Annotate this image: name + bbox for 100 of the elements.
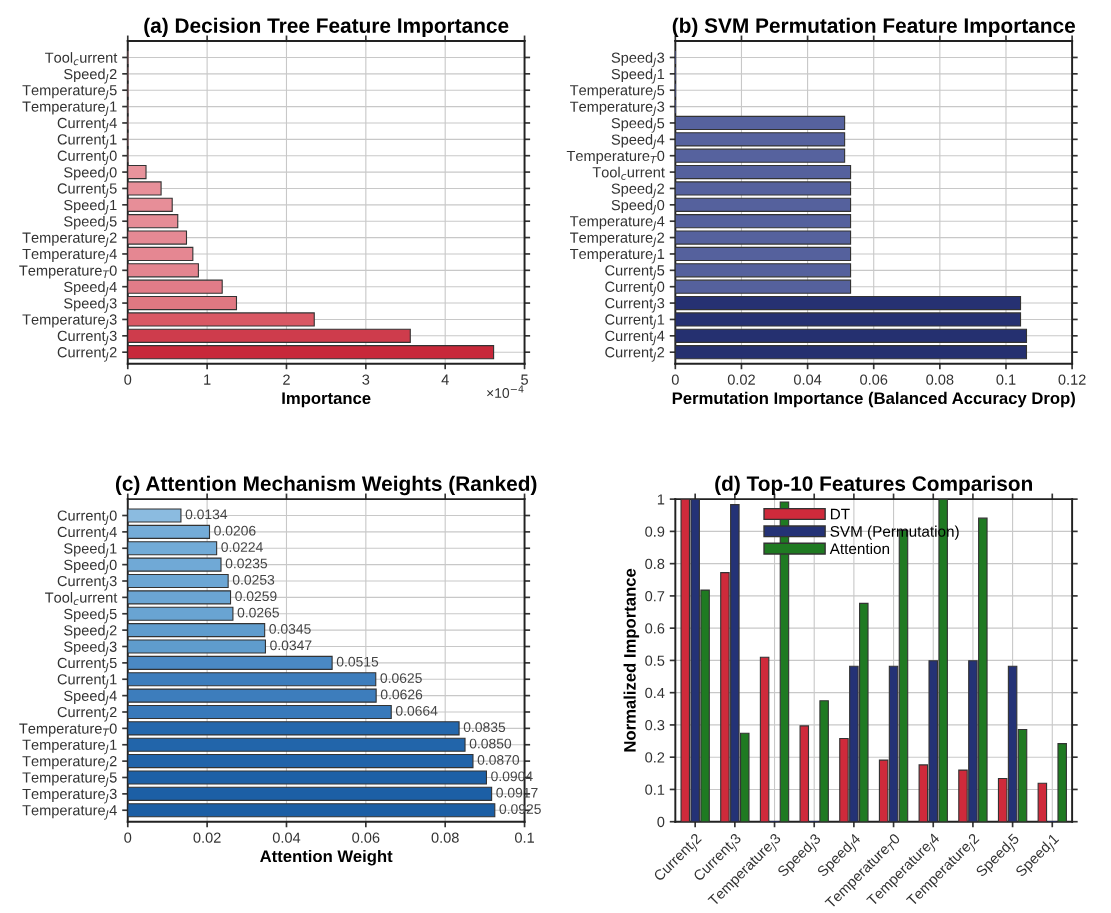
x-tick-label: 0.04 xyxy=(793,374,822,385)
y-tick-label: Speed$_{J}$0 xyxy=(64,559,117,575)
y-tick-label: 0.1 xyxy=(645,784,665,795)
legend-label: DT xyxy=(830,508,850,520)
y-tick-label: Current$_{J}$4 xyxy=(605,330,665,346)
y-tick-label: 0.9 xyxy=(645,526,665,537)
x-tick-label: 0.08 xyxy=(431,832,459,843)
x-tick-label: 0.1 xyxy=(514,832,534,843)
y-tick-label: 1 xyxy=(657,494,665,505)
y-tick-label: Temperature$_{J}$4 xyxy=(570,216,665,231)
y-tick-label: Current$_{J}$1 xyxy=(605,314,665,329)
y-tick-label: 0.7 xyxy=(645,591,665,602)
y-tick-label: Tool$_{c}$urrent xyxy=(45,592,118,606)
text: ×10$^{−4}$ xyxy=(487,385,524,398)
y-tick-label: Temperature$_{J}$1 xyxy=(22,101,117,117)
x-tick-label: 0 xyxy=(124,832,132,843)
y-tick-label: Temperature$_{J}$1 xyxy=(570,248,665,264)
y-tick-label: Speed$_{J}$4 xyxy=(611,134,665,150)
y-tick-label: Temperature$_{J}$2 xyxy=(22,756,117,771)
y-tick-label: Speed$_{J}$5 xyxy=(611,117,665,133)
x-tick-label: 0.04 xyxy=(272,832,301,843)
y-tick-label: Temperature$_{J}$5 xyxy=(22,772,117,787)
y-tick-label: Speed$_{J}$1 xyxy=(64,199,117,215)
data-label: 0.0870 xyxy=(477,755,520,765)
y-tick-label: Current$_{J}$0 xyxy=(57,510,117,526)
y-tick-label: Current$_{J}$1 xyxy=(57,134,117,149)
x-tick-label: 2 xyxy=(283,374,290,385)
x-tick-label: 0.12 xyxy=(1058,374,1086,385)
y-tick-label: 0.2 xyxy=(645,752,665,763)
y-tick-label: Temperature$_{T}$0 xyxy=(566,150,665,164)
y-tick-label: Speed$_{J}$1 xyxy=(64,542,117,558)
x-tick-label: 0.06 xyxy=(860,374,888,385)
data-label: 0.0626 xyxy=(380,689,423,700)
x-tick-label: 0.08 xyxy=(926,374,954,385)
x-tick-label: 1 xyxy=(204,374,211,385)
y-tick-label: Current$_{J}$5 xyxy=(57,657,117,673)
data-label: 0.0259 xyxy=(235,591,277,602)
y-tick-label: Speed$_{J}$3 xyxy=(64,297,117,313)
x-axis-title: Importance xyxy=(282,392,371,408)
y-tick-label: Current$_{J}$3 xyxy=(605,297,665,313)
data-label: 0.0347 xyxy=(270,640,312,651)
x-axis-title: Attention Weight xyxy=(260,849,393,866)
y-tick-label: Speed$_{J}$5 xyxy=(64,215,117,231)
x-tick-label: 0.06 xyxy=(352,832,380,843)
y-tick-label: Temperature$_{J}$3 xyxy=(22,788,117,804)
x-tick-label: 4 xyxy=(441,374,449,385)
y-tick-label: Current$_{J}$5 xyxy=(57,183,117,198)
y-tick-label: Current$_{J}$3 xyxy=(57,575,117,591)
y-tick-label: Current$_{J}$0 xyxy=(57,150,117,166)
y-tick-label: Tool$_{c}$urrent xyxy=(592,166,665,180)
y-tick-label: Current$_{J}$4 xyxy=(57,117,117,133)
y-tick-label: Temperature$_{J}$4 xyxy=(22,805,117,820)
y-tick-label: 0 xyxy=(657,816,665,828)
y-tick-label: Temperature$_{J}$3 xyxy=(570,101,665,117)
x-tick-label: 0 xyxy=(671,374,679,385)
y-axis-title: Normalized Importance xyxy=(623,568,640,752)
y-tick-label: Temperature$_{T}$0 xyxy=(19,723,117,737)
data-label: 0.0850 xyxy=(469,738,512,749)
data-label: 0.0515 xyxy=(336,656,379,667)
legend-label: Attention xyxy=(829,542,890,555)
x-tick-label: 0.02 xyxy=(727,374,755,385)
y-tick-label: Speed$_{J}$0 xyxy=(64,166,117,182)
y-tick-label: Speed$_{J}$4 xyxy=(64,281,117,297)
chart-title: (a) Decision Tree Feature Importance xyxy=(144,17,509,38)
data-label: 0.0224 xyxy=(221,542,263,552)
y-tick-label: Speed$_{J}$2 xyxy=(611,183,665,199)
data-label: 0.0265 xyxy=(237,607,279,618)
y-tick-label: 0.5 xyxy=(645,655,665,666)
y-tick-label: Temperature$_{T}$0 xyxy=(19,265,117,279)
x-tick-label: 0 xyxy=(124,374,132,385)
y-tick-label: Current$_{J}$4 xyxy=(57,526,117,542)
y-tick-label: Speed$_{J}$4 xyxy=(64,690,117,706)
x-tick-label: 3 xyxy=(362,374,370,385)
y-tick-label: Temperature$_{J}$5 xyxy=(570,85,665,100)
y-tick-label: Speed$_{J}$3 xyxy=(64,641,117,657)
data-label: 0.0625 xyxy=(380,673,422,683)
y-tick-label: Speed$_{J}$3 xyxy=(611,52,665,68)
data-label: 0.0235 xyxy=(225,558,268,569)
y-tick-label: Current$_{J}$2 xyxy=(57,347,117,362)
y-tick-label: Speed$_{J}$0 xyxy=(611,199,665,215)
y-tick-label: Current$_{J}$5 xyxy=(605,265,665,280)
y-tick-label: 0.4 xyxy=(645,687,665,699)
y-tick-label: Current$_{J}$2 xyxy=(605,347,665,362)
x-tick-label: 5 xyxy=(521,374,528,385)
data-label: 0.0835 xyxy=(463,722,506,733)
y-tick-label: Speed$_{J}$2 xyxy=(64,68,117,84)
y-tick-label: Current$_{J}$1 xyxy=(57,674,117,689)
x-tick-label: 0.02 xyxy=(193,832,221,843)
chart-title: (c) Attention Mechanism Weights (Ranked) xyxy=(115,475,537,496)
y-tick-label: Temperature$_{J}$3 xyxy=(22,314,117,329)
data-label: 0.0134 xyxy=(185,509,228,520)
x-tick-label: 0.1 xyxy=(996,374,1016,385)
data-label: 0.0253 xyxy=(232,574,275,585)
y-tick-label: Speed$_{J}$5 xyxy=(64,608,117,624)
y-tick-label: Temperature$_{J}$4 xyxy=(22,248,117,264)
y-tick-label: Speed$_{J}$2 xyxy=(64,624,117,640)
chart-title: (d) Top-10 Features Comparison xyxy=(715,475,1032,496)
y-tick-label: Current$_{J}$2 xyxy=(57,706,117,722)
y-tick-label: Temperature$_{J}$1 xyxy=(22,739,117,755)
y-tick-label: Temperature$_{J}$2 xyxy=(570,232,665,248)
